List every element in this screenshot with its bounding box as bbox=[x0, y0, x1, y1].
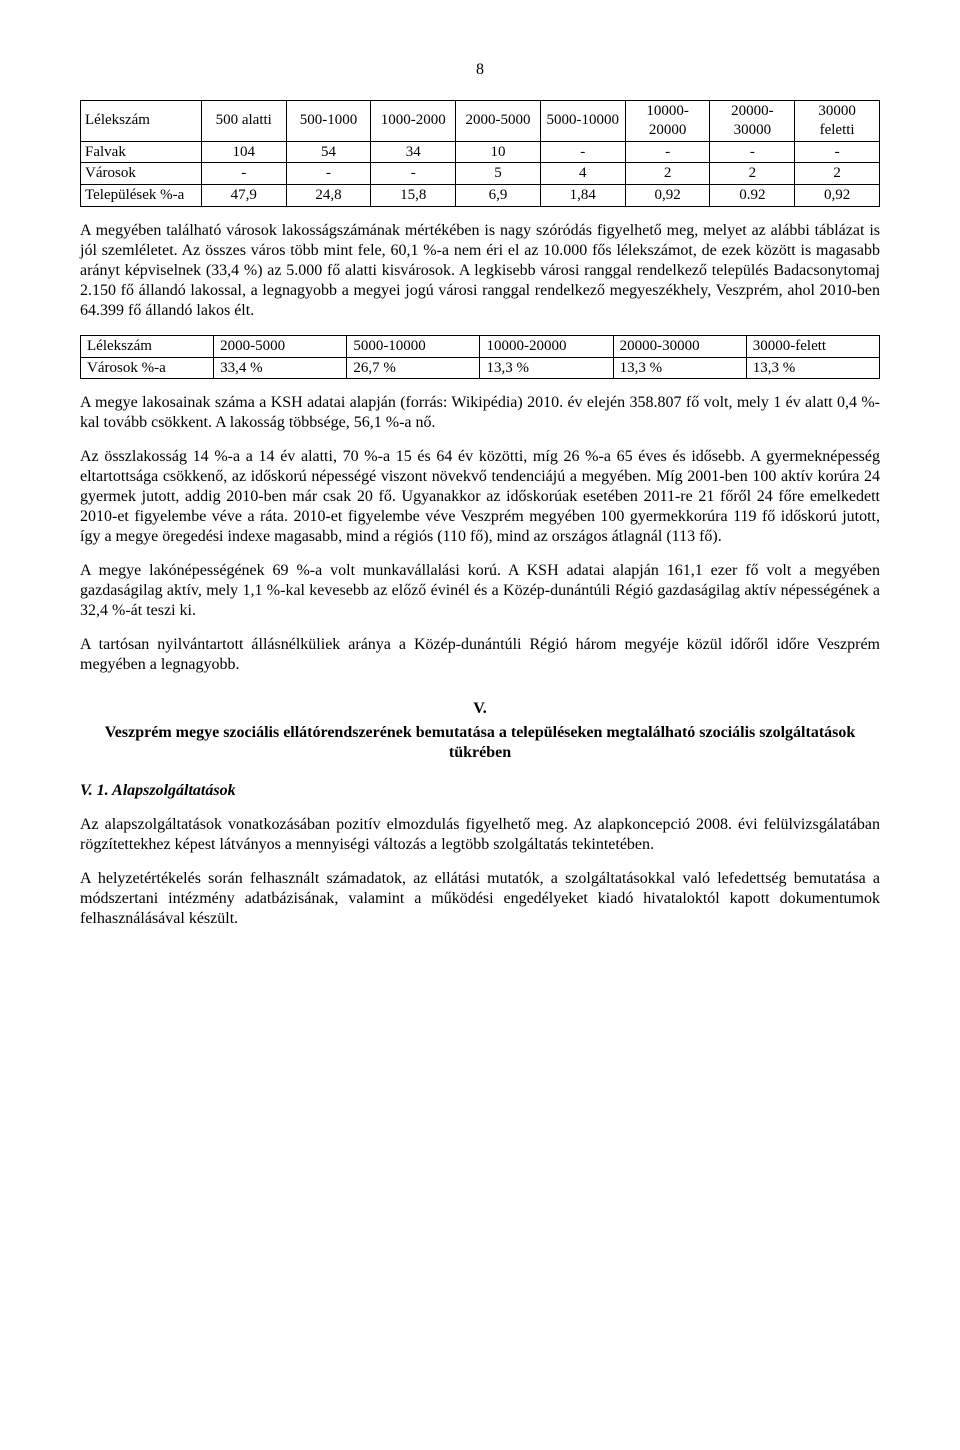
table-header-cell: 500 alatti bbox=[201, 101, 286, 142]
table-cell: - bbox=[540, 141, 625, 163]
table-cell: 34 bbox=[371, 141, 456, 163]
table-header-cell: 20000-30000 bbox=[710, 101, 795, 142]
table-header-cell: 1000-2000 bbox=[371, 101, 456, 142]
table-header-row: Lélekszám 500 alatti 500-1000 1000-2000 … bbox=[81, 101, 880, 142]
section-title: Veszprém megye szociális ellátórendszeré… bbox=[80, 723, 880, 763]
paragraph: A megyében található városok lakosságszá… bbox=[80, 221, 880, 321]
table-cell: Városok %-a bbox=[81, 357, 214, 379]
table-row: Lélekszám 2000-5000 5000-10000 10000-200… bbox=[81, 335, 880, 357]
table-cell: Lélekszám bbox=[81, 335, 214, 357]
table-cell: - bbox=[371, 163, 456, 185]
table-cell: 54 bbox=[286, 141, 371, 163]
table-cell: 2 bbox=[795, 163, 880, 185]
subsection-title: V. 1. Alapszolgáltatások bbox=[80, 781, 880, 801]
table-cell: 2 bbox=[710, 163, 795, 185]
table-cell: - bbox=[710, 141, 795, 163]
table-cell: - bbox=[286, 163, 371, 185]
table-cell: Falvak bbox=[81, 141, 202, 163]
table-cell: 13,3 % bbox=[480, 357, 613, 379]
table-cell: - bbox=[795, 141, 880, 163]
table-cell: 2 bbox=[625, 163, 710, 185]
paragraph: Az összlakosság 14 %-a a 14 év alatti, 7… bbox=[80, 447, 880, 547]
table-population-settlements: Lélekszám 500 alatti 500-1000 1000-2000 … bbox=[80, 100, 880, 207]
table-cell: 47,9 bbox=[201, 185, 286, 207]
table-cell: 26,7 % bbox=[347, 357, 480, 379]
table-header-cell: 500-1000 bbox=[286, 101, 371, 142]
table-cities-percent: Lélekszám 2000-5000 5000-10000 10000-200… bbox=[80, 335, 880, 380]
table-cell: 10000-20000 bbox=[480, 335, 613, 357]
paragraph: A helyzetértékelés során felhasznált szá… bbox=[80, 869, 880, 929]
table-cell: 1,84 bbox=[540, 185, 625, 207]
table-cell: 6,9 bbox=[456, 185, 541, 207]
table-cell: 0,92 bbox=[625, 185, 710, 207]
table-cell: 15,8 bbox=[371, 185, 456, 207]
table-cell: 24,8 bbox=[286, 185, 371, 207]
table-cell: Városok bbox=[81, 163, 202, 185]
page-number: 8 bbox=[80, 60, 880, 80]
table-cell: Települések %-a bbox=[81, 185, 202, 207]
paragraph: A megye lakónépességének 69 %-a volt mun… bbox=[80, 561, 880, 621]
paragraph: Az alapszolgáltatások vonatkozásában poz… bbox=[80, 815, 880, 855]
table-cell: 10 bbox=[456, 141, 541, 163]
table-cell: 33,4 % bbox=[214, 357, 347, 379]
table-cell: - bbox=[625, 141, 710, 163]
table-cell: 0,92 bbox=[795, 185, 880, 207]
section-number: V. bbox=[80, 699, 880, 719]
table-cell: 20000-30000 bbox=[613, 335, 746, 357]
table-cell: 13,3 % bbox=[746, 357, 879, 379]
table-cell: 4 bbox=[540, 163, 625, 185]
table-row: Települések %-a 47,9 24,8 15,8 6,9 1,84 … bbox=[81, 185, 880, 207]
table-row: Falvak 104 54 34 10 - - - - bbox=[81, 141, 880, 163]
table-row: Városok %-a 33,4 % 26,7 % 13,3 % 13,3 % … bbox=[81, 357, 880, 379]
table-header-cell: 30000 feletti bbox=[795, 101, 880, 142]
table-cell: 5 bbox=[456, 163, 541, 185]
table-row: Városok - - - 5 4 2 2 2 bbox=[81, 163, 880, 185]
table-cell: 2000-5000 bbox=[214, 335, 347, 357]
table-cell: - bbox=[201, 163, 286, 185]
table-cell: 104 bbox=[201, 141, 286, 163]
table-header-cell: 2000-5000 bbox=[456, 101, 541, 142]
table-header-cell: 10000-20000 bbox=[625, 101, 710, 142]
table-cell: 30000-felett bbox=[746, 335, 879, 357]
table-cell: 0.92 bbox=[710, 185, 795, 207]
table-header-cell: 5000-10000 bbox=[540, 101, 625, 142]
paragraph: A megye lakosainak száma a KSH adatai al… bbox=[80, 393, 880, 433]
paragraph: A tartósan nyilvántartott állásnélküliek… bbox=[80, 635, 880, 675]
table-cell: 5000-10000 bbox=[347, 335, 480, 357]
table-header-cell: Lélekszám bbox=[81, 101, 202, 142]
table-cell: 13,3 % bbox=[613, 357, 746, 379]
